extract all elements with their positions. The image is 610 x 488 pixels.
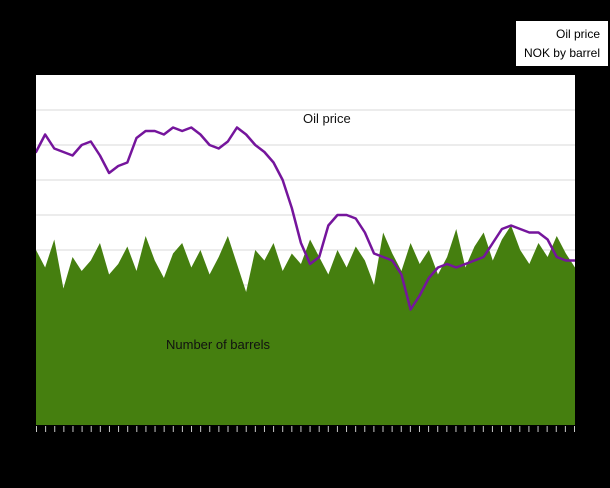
legend: Oil price NOK by barrel <box>514 20 609 68</box>
legend-subtitle: NOK by barrel <box>523 45 600 60</box>
barrels-series-label: Number of barrels <box>166 337 271 352</box>
legend-title: Oil price <box>555 27 600 41</box>
x-axis-ticks <box>36 426 575 432</box>
chart-svg <box>36 109 575 425</box>
plot-area: Oil price Number of barrels <box>36 75 575 425</box>
oil-price-series-label: Oil price <box>303 111 351 126</box>
